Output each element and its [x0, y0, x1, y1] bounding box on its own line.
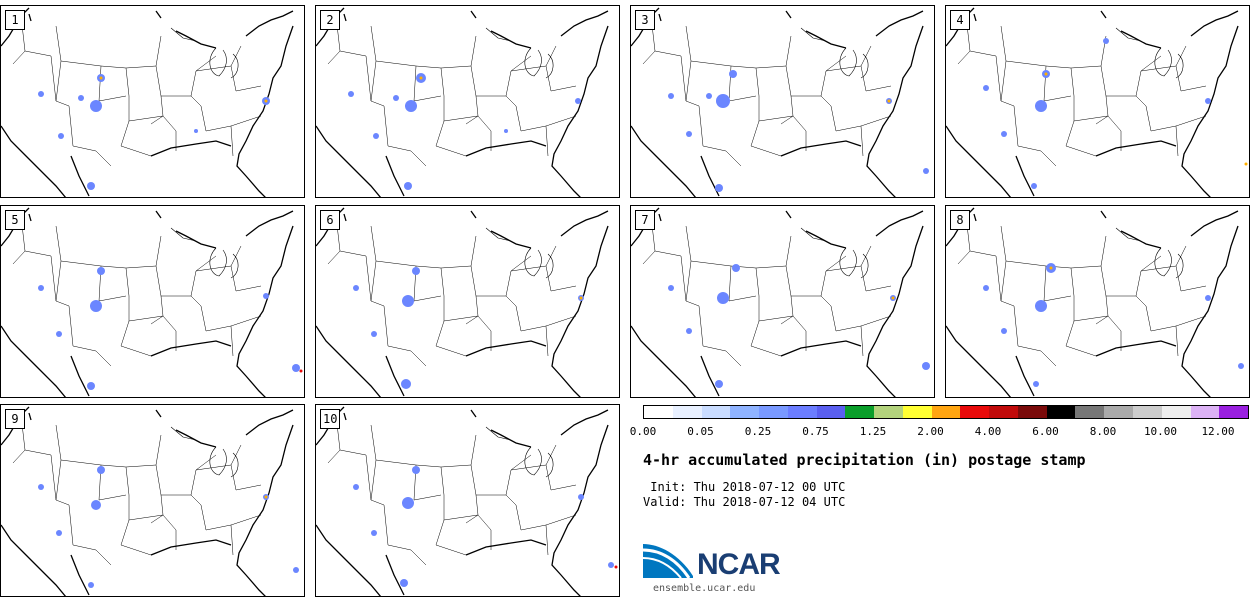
- colorbar-swatch-5: [787, 406, 817, 418]
- panel-number: 3: [635, 10, 655, 30]
- map-7: [631, 207, 930, 397]
- panel-number: 10: [320, 409, 341, 429]
- colorbar-tick-label: 0.05: [687, 425, 714, 438]
- colorbar-swatch-9: [902, 406, 932, 418]
- colorbar-swatch-10: [931, 406, 961, 418]
- colorbar-swatch-0: [644, 406, 673, 418]
- map-2: [316, 7, 609, 197]
- colorbar-tick-label: 6.00: [1032, 425, 1059, 438]
- product-title: 4-hr accumulated precipitation (in) post…: [643, 451, 1086, 469]
- valid-time: Valid: Thu 2018-07-12 04 UTC: [643, 495, 846, 509]
- logo-wordmark: NCAR: [697, 548, 781, 581]
- colorbar-tick-label: 1.25: [859, 425, 887, 438]
- panel-number: 1: [5, 10, 25, 30]
- colorbar-swatch-15: [1075, 406, 1105, 418]
- stamp-panel-10[interactable]: 10: [315, 404, 620, 597]
- colorbar-tick-label: 8.00: [1089, 425, 1117, 438]
- map-9: [1, 406, 299, 596]
- site-url[interactable]: ensemble.ucar.edu: [653, 583, 756, 594]
- map-5: [1, 207, 303, 397]
- colorbar-swatch-1: [672, 406, 702, 418]
- map-6: [316, 207, 609, 397]
- colorbar-swatch-8: [874, 406, 903, 418]
- colorbar-swatch-11: [960, 406, 990, 418]
- panel-number: 9: [5, 409, 25, 429]
- stamp-panel-2[interactable]: 2: [315, 5, 620, 198]
- colorbar-swatch-14: [1046, 406, 1076, 418]
- ncar-logo-icon: [643, 544, 693, 579]
- map-1: [1, 7, 294, 197]
- stamp-panel-9[interactable]: 9: [0, 404, 305, 597]
- stamp-panel-3[interactable]: 3: [630, 5, 935, 198]
- colorbar-swatch-3: [730, 406, 760, 418]
- colorbar-tick-label: 0.75: [802, 425, 829, 438]
- panel-number: 2: [320, 10, 340, 30]
- map-10: [316, 406, 618, 596]
- init-time: Init: Thu 2018-07-12 00 UTC: [643, 480, 846, 494]
- stamp-panel-7[interactable]: 7: [630, 205, 935, 398]
- panel-number: 8: [950, 210, 970, 230]
- colorbar-swatch-2: [701, 406, 731, 418]
- colorbar-swatch-19: [1190, 406, 1220, 418]
- colorbar-swatch-4: [759, 406, 788, 418]
- colorbar-swatch-6: [816, 406, 846, 418]
- stamp-panel-5[interactable]: 5: [0, 205, 305, 398]
- stamp-panel-8[interactable]: 8: [945, 205, 1250, 398]
- panel-number: 4: [950, 10, 970, 30]
- stamp-panel-4[interactable]: 4: [945, 5, 1250, 198]
- colorbar-swatch-16: [1104, 406, 1134, 418]
- colorbar-tick-label: 0.00: [629, 425, 657, 438]
- panel-number: 7: [635, 210, 655, 230]
- colorbar-swatch-12: [989, 406, 1018, 418]
- map-8: [946, 207, 1244, 397]
- stamp-panel-1[interactable]: 1: [0, 5, 305, 198]
- colorbar-tick-label: 12.00: [1201, 425, 1235, 438]
- colorbar-swatch-18: [1161, 406, 1191, 418]
- colorbar-swatch-20: [1219, 406, 1249, 418]
- colorbar-swatch-13: [1017, 406, 1047, 418]
- panel-number: 5: [5, 210, 25, 230]
- colorbar-swatch-7: [845, 406, 875, 418]
- colorbar-tick-label: 10.00: [1143, 425, 1178, 438]
- stamp-panel-6[interactable]: 6: [315, 205, 620, 398]
- colorbar-swatch-17: [1133, 406, 1162, 418]
- panel-number: 6: [320, 210, 340, 230]
- map-4: [946, 7, 1248, 197]
- precip-colorbar: [643, 405, 1249, 419]
- colorbar-tick-label: 4.00: [974, 425, 1002, 438]
- map-3: [631, 7, 929, 197]
- colorbar-tick-label: 2.00: [917, 425, 944, 438]
- colorbar-tick-label: 0.25: [744, 425, 772, 438]
